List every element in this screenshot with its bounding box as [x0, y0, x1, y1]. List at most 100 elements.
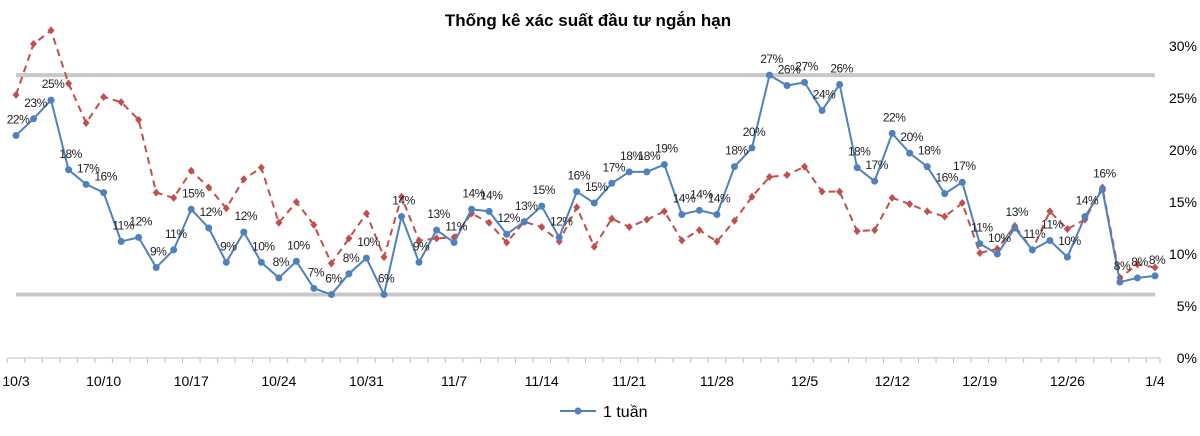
data-point-dashed [152, 188, 160, 197]
data-point-1-tuan [888, 129, 896, 137]
data-label: 6% [378, 272, 395, 286]
data-point-dashed [485, 218, 493, 227]
x-tick-label: 11/14 [525, 373, 559, 389]
data-point-1-tuan [993, 250, 1001, 258]
data-point-dashed [327, 259, 335, 268]
x-tick-label: 12/19 [962, 373, 997, 389]
data-point-dashed [362, 209, 370, 218]
data-label: 17% [603, 160, 626, 174]
data-label: 14% [392, 194, 415, 208]
data-point-dashed [205, 183, 213, 192]
data-point-dashed [170, 193, 178, 202]
data-point-1-tuan [240, 228, 248, 236]
data-label: 18% [620, 149, 643, 163]
data-point-1-tuan [398, 213, 406, 221]
data-point-dashed [1046, 207, 1054, 216]
data-point-1-tuan [643, 168, 651, 176]
data-point-1-tuan [1133, 274, 1141, 282]
data-point-1-tuan [485, 207, 493, 215]
data-point-dashed [538, 222, 546, 231]
data-point-1-tuan [625, 168, 633, 176]
data-label: 13% [515, 199, 538, 213]
x-tick-label: 12/26 [1050, 373, 1085, 389]
data-point-1-tuan [362, 254, 370, 262]
x-tick-label: 10/31 [349, 373, 384, 389]
data-point-1-tuan [30, 115, 38, 123]
legend-label-1-tuan: 1 tuần [603, 404, 647, 421]
data-point-dashed [187, 166, 195, 175]
x-tick-label: 12/12 [875, 373, 910, 389]
data-label: 14% [480, 188, 503, 202]
data-point-1-tuan [292, 257, 300, 265]
data-point-1-tuan [538, 202, 546, 210]
data-label: 14% [462, 186, 485, 200]
data-label: 14% [673, 191, 696, 205]
data-label: 12% [497, 211, 520, 225]
x-tick-label: 1/4 [1145, 373, 1165, 389]
data-label: 18% [59, 147, 82, 161]
y-tick-label: 10% [1169, 246, 1197, 262]
data-label: 22% [7, 112, 30, 126]
data-point-1-tuan [222, 258, 230, 266]
data-point-dashed [818, 187, 826, 196]
x-tick-label: 11/21 [612, 373, 646, 389]
data-point-1-tuan [555, 233, 563, 241]
y-tick-label: 0% [1177, 350, 1197, 366]
data-point-dashed [1133, 260, 1141, 269]
data-point-1-tuan [47, 96, 55, 104]
data-label: 18% [848, 145, 871, 159]
data-point-1-tuan [468, 205, 476, 213]
data-point-dashed [573, 203, 581, 212]
y-tick-label: 20% [1169, 142, 1197, 158]
data-point-dashed [117, 98, 125, 107]
data-label: 20% [743, 125, 766, 139]
data-label: 26% [830, 61, 853, 75]
data-point-1-tuan [100, 189, 108, 197]
data-label: 23% [24, 96, 47, 110]
legend: 1 tuần [560, 404, 647, 421]
data-label: 17% [865, 158, 888, 172]
data-label: 13% [427, 207, 450, 221]
data-point-dashed [415, 236, 423, 245]
data-point-dashed [1151, 263, 1159, 272]
data-point-dashed [380, 253, 388, 262]
x-tick-label: 11/7 [441, 373, 467, 389]
data-point-1-tuan [187, 205, 195, 213]
data-point-1-tuan [783, 82, 791, 90]
data-point-1-tuan [695, 206, 703, 214]
data-label: 17% [77, 161, 100, 175]
data-point-1-tuan [818, 106, 826, 114]
data-point-dashed [678, 236, 686, 245]
data-point-dashed [135, 115, 143, 124]
data-point-1-tuan [941, 190, 949, 198]
data-label: 18% [725, 144, 748, 158]
series-line-dashed [15, 28, 1156, 280]
data-label: 16% [935, 171, 958, 185]
data-point-1-tuan [1098, 186, 1106, 194]
legend-marker-1-tuan [574, 407, 582, 415]
data-point-1-tuan [170, 246, 178, 254]
data-label: 9% [220, 239, 237, 253]
data-point-1-tuan [1028, 246, 1036, 254]
data-point-dashed [1063, 225, 1071, 234]
data-point-dashed [713, 237, 721, 246]
data-label: 15% [585, 180, 608, 194]
data-point-1-tuan [660, 161, 668, 169]
data-point-1-tuan [713, 210, 721, 218]
data-label: 16% [567, 169, 590, 183]
data-point-1-tuan [65, 166, 73, 174]
data-point-dashed [590, 242, 598, 251]
data-point-dashed [643, 215, 651, 224]
x-tick-label: 11/28 [700, 373, 734, 389]
data-point-1-tuan [152, 264, 160, 272]
data-point-dashed [923, 207, 931, 216]
x-tick-label: 10/10 [86, 373, 121, 389]
data-label: 19% [655, 142, 678, 156]
data-label: 10% [287, 238, 310, 252]
data-label: 14% [1076, 194, 1099, 208]
data-label: 8% [1131, 255, 1148, 269]
data-point-dashed [275, 218, 283, 227]
data-label: 12% [129, 214, 152, 228]
data-label: 12% [235, 209, 258, 223]
